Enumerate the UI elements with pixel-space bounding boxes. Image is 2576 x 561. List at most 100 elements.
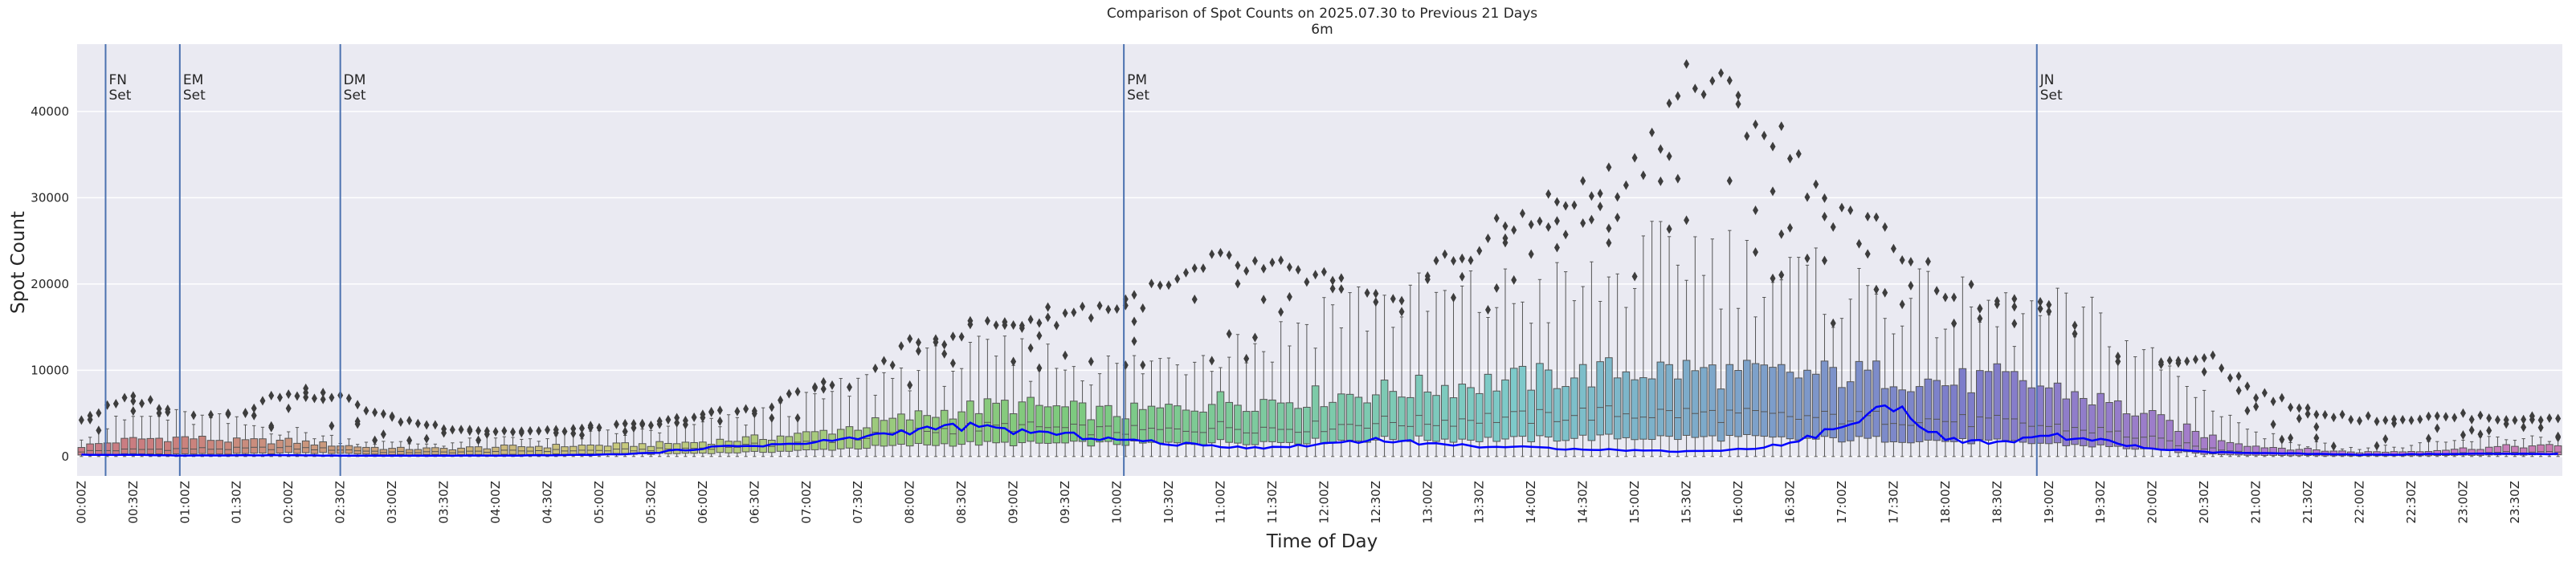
box-iqr [1949,384,1958,442]
box-iqr [2313,449,2321,457]
outlier-point [889,360,896,371]
box-66 [647,420,655,457]
outlier-point [2158,359,2164,369]
outlier-point [1623,180,1629,190]
box-iqr [1553,388,1562,442]
outlier-point [1468,255,1474,266]
outlier-point [242,408,248,418]
x-tick-label: 02:30Z [333,481,348,524]
outlier-point [1744,131,1750,141]
outlier-point [1933,286,1940,296]
outlier-point [251,410,257,421]
outlier-point [915,346,921,356]
box-159 [1449,255,1458,457]
box-iqr [328,445,336,454]
box-106 [992,320,1000,457]
box-iqr [1138,409,1147,444]
outlier-point [2235,385,2242,396]
box-iqr [492,446,500,456]
outlier-point [1027,343,1034,353]
outlier-point [984,315,990,326]
box-iqr [1578,364,1587,436]
outlier-point [329,421,335,431]
box-iqr [664,442,672,454]
box-85 [810,382,819,457]
box-series [77,59,2562,457]
outlier-point [958,331,965,342]
box-iqr [586,444,595,455]
box-16 [215,413,224,457]
box-iqr [397,446,405,455]
box-iqr [1794,377,1803,441]
box-111 [1035,318,1043,457]
box-iqr [2122,413,2131,449]
box-171 [1553,197,1562,457]
box-204 [1838,202,1846,457]
box-185 [1674,91,1682,457]
outlier-point [268,390,275,400]
outlier-point [1778,270,1785,280]
box-iqr [992,402,1000,444]
outlier-point [329,392,335,403]
outlier-point [674,413,680,423]
outlier-point [139,398,145,409]
box-iqr [1130,402,1138,441]
outlier-point [1631,152,1638,163]
outlier-point [2494,415,2500,425]
box-iqr [1009,413,1018,446]
box-120 [1112,304,1121,457]
box-iqr [120,437,129,454]
outlier-point [1209,249,1215,259]
outlier-point [1545,222,1552,232]
box-iqr [457,447,465,456]
box-iqr [1880,388,1889,443]
box-iqr [259,438,267,454]
outlier-point [1873,212,1880,222]
box-172 [1562,201,1570,457]
box-iqr [1467,387,1475,441]
x-tick-label: 16:30Z [1782,481,1797,524]
outlier-point [769,413,775,423]
box-iqr [1043,406,1052,444]
outlier-point [484,429,490,439]
box-iqr [1268,399,1276,442]
outlier-point [1908,280,1914,291]
outlier-point [1312,270,1319,280]
outlier-point [1217,247,1223,258]
box-iqr [2157,414,2166,450]
box-iqr [1484,373,1492,438]
box-iqr [1596,361,1604,436]
box-113 [1052,320,1061,457]
box-234 [2096,312,2105,457]
outlier-point [2382,434,2389,445]
box-160 [1458,253,1467,457]
box-182 [1647,128,1656,457]
outlier-point [2425,411,2431,421]
outlier-point [820,384,827,394]
box-iqr [1872,360,1880,437]
y-tick-label: 40000 [31,104,69,119]
outlier-point [1053,320,1059,331]
box-iqr [267,443,276,455]
outlier-point [1864,211,1871,222]
box-165 [1501,221,1509,457]
box-iqr [2545,444,2554,455]
box-68 [664,414,672,457]
x-tick-label: 11:30Z [1265,481,1280,524]
box-9 [155,404,163,457]
box-iqr [388,448,396,456]
box-109 [1018,320,1027,457]
outlier-point [1684,215,1690,226]
box-iqr [2079,397,2088,446]
box-iqr [1475,392,1484,442]
outlier-point [708,407,715,417]
outlier-point [751,409,757,419]
outlier-point [1243,266,1250,276]
box-iqr [1527,389,1536,442]
outlier-point [1882,287,1888,298]
box-iqr [1717,388,1725,442]
box-210 [1889,243,1898,457]
box-iqr [206,440,215,455]
outlier-point [1002,320,1008,331]
outlier-point [1899,254,1905,265]
